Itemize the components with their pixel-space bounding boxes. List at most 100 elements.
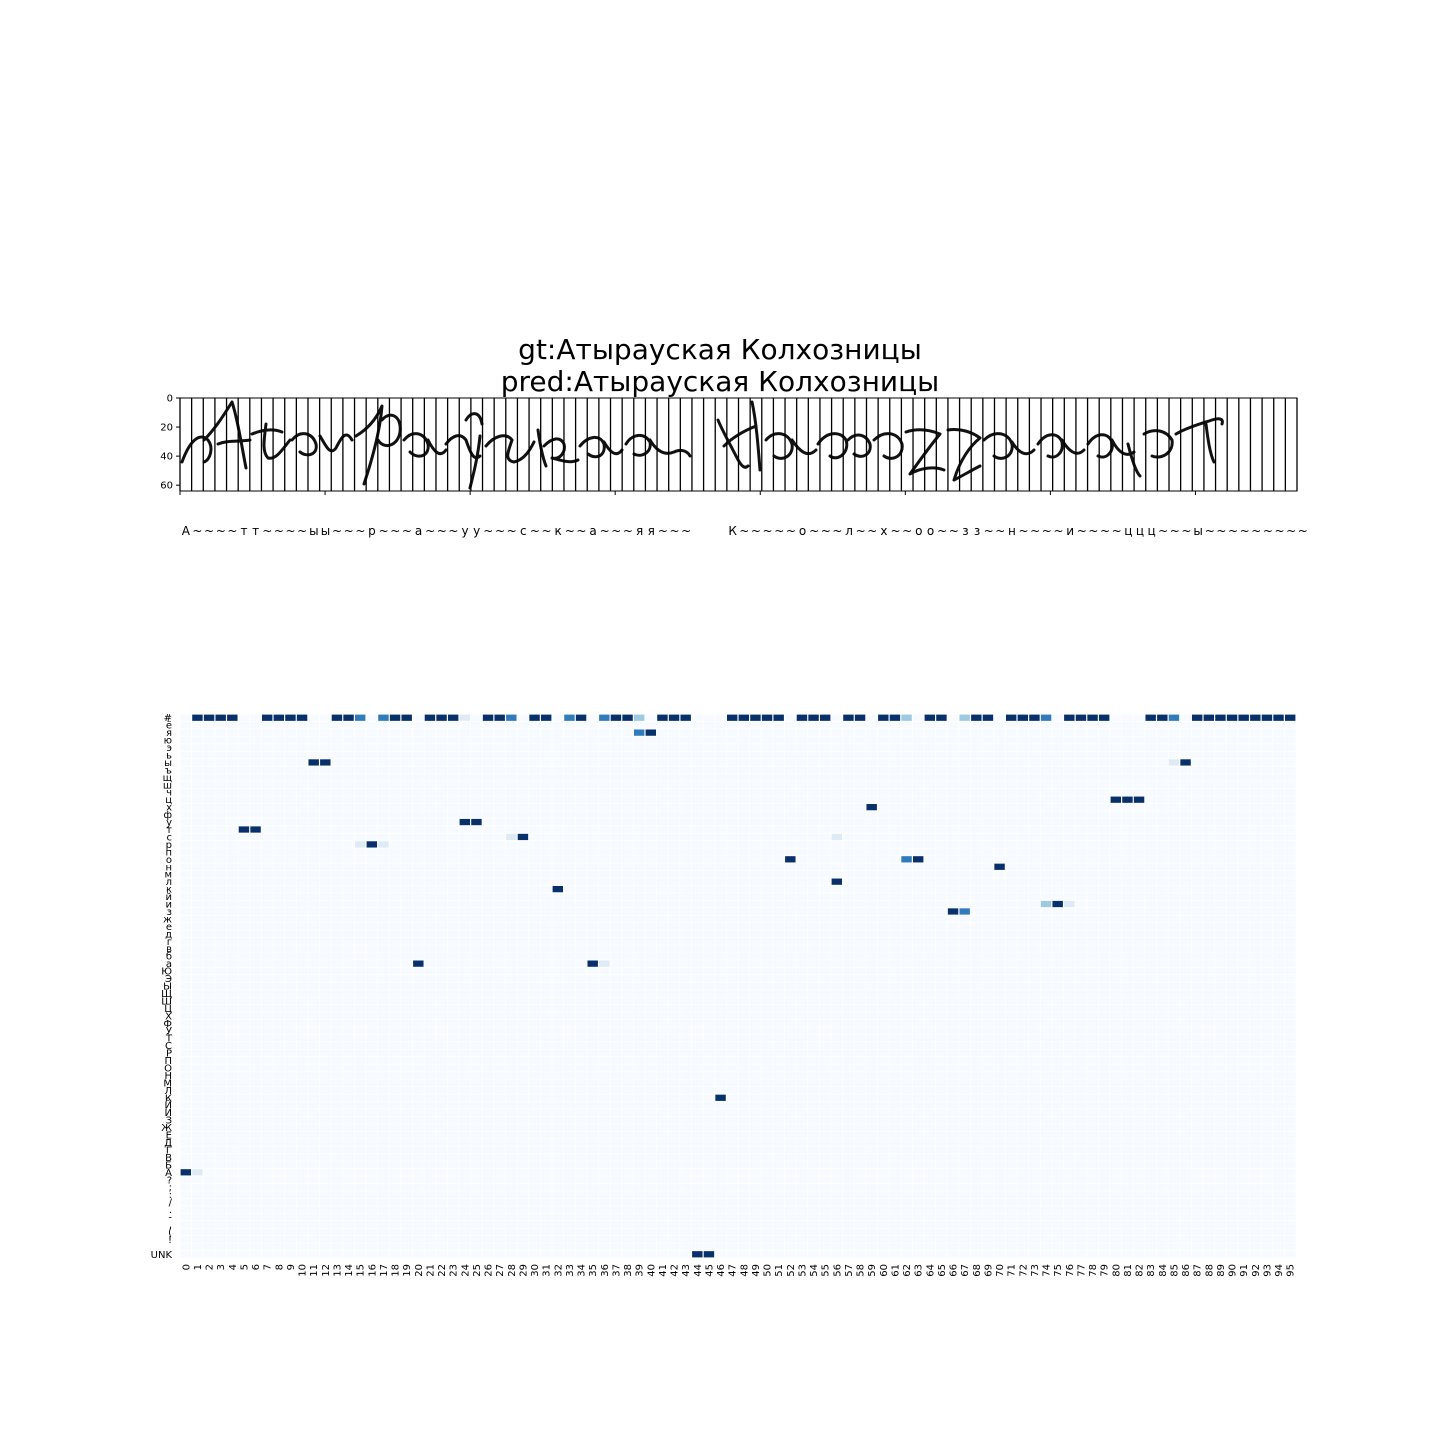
heatmap-cell	[296, 714, 308, 721]
sequence-char: А	[182, 524, 191, 538]
heatmap-x-label: 38	[623, 1264, 634, 1277]
sequence-char: к	[555, 524, 562, 538]
heatmap-cell	[1040, 900, 1052, 908]
heatmap-x-label: 47	[728, 1264, 739, 1277]
heatmap-x-label: 73	[1030, 1264, 1041, 1277]
sequence-char: ~	[274, 524, 284, 538]
heatmap-y-label: о	[166, 855, 172, 866]
heatmap-x-label: 72	[1018, 1264, 1029, 1277]
sequence-char: я	[636, 524, 643, 538]
heatmap-cell	[1261, 714, 1273, 721]
heatmap-cell	[959, 908, 970, 915]
heatmap-cell	[1075, 714, 1087, 721]
heatmap-x-label: 41	[658, 1264, 669, 1277]
heatmap-cell	[389, 714, 401, 721]
heatmap-y-label: Д	[164, 1138, 172, 1149]
heatmap-cell	[564, 714, 575, 721]
heatmap-cell	[378, 714, 389, 721]
heatmap-cell	[354, 841, 366, 848]
heatmap-cell	[843, 714, 854, 721]
heatmap-y-label: З	[166, 1116, 172, 1127]
sequence-char: ~	[286, 524, 296, 538]
heatmap-x-label: 68	[972, 1264, 983, 1277]
chart-title-gt: gt:Атырауская Колхозницы	[518, 333, 922, 366]
sequence-char: ~	[1170, 524, 1180, 538]
heatmap-y-label: и	[166, 900, 173, 911]
heatmap-x-label: 0	[181, 1264, 192, 1270]
sequence-char: ц	[1136, 524, 1144, 538]
heatmap-x-label: 64	[925, 1264, 936, 1277]
heatmap-x-label: 62	[902, 1264, 913, 1277]
sequence-char: ~	[600, 524, 610, 538]
sequence-char: ~	[262, 524, 272, 538]
heatmap-y-label: х	[166, 803, 172, 814]
sequence-char: н	[1008, 524, 1016, 538]
heatmap-y-label: К	[165, 1093, 172, 1104]
sequence-char: я	[648, 524, 655, 538]
sequence-char: т	[252, 524, 259, 538]
predicted-sequence: А ~ ~ ~ ~ т т ~ ~ ~ ~ ы ы ~ ~ ~ р ~ ~ ~ а ~ ~ ~ у у ~ ~ ~ с ~ ~ к ~ ~ а ~ ~ ~ я…	[182, 524, 1308, 538]
heatmap-cell	[1168, 759, 1180, 766]
heatmap-cell	[215, 714, 226, 721]
heatmap-x-label: 92	[1251, 1264, 1262, 1277]
heatmap-x-label: 32	[553, 1264, 564, 1277]
heatmap-x-label: 86	[1181, 1264, 1192, 1277]
heatmap-y-label: .	[169, 1205, 172, 1216]
heatmap-cell	[796, 714, 808, 721]
heatmap-cell	[808, 714, 819, 721]
heatmap-y-label: Ш	[161, 996, 172, 1007]
heatmap-y-label: #	[164, 713, 172, 724]
heatmap-cell	[1133, 796, 1145, 803]
heatmap-y-label: ?	[167, 1175, 172, 1186]
heatmap-cell	[447, 714, 459, 721]
sequence-char: ~	[751, 524, 761, 538]
heatmap-cell	[331, 714, 343, 721]
sequence-char: ~	[1251, 524, 1261, 538]
sequence-char: К	[728, 524, 737, 538]
sequence-char: ~	[1077, 524, 1087, 538]
heatmap-y-label: Г	[166, 1145, 172, 1156]
heatmap-x-label: 37	[611, 1264, 622, 1277]
heatmap-y-label: Ю	[161, 967, 172, 978]
heatmap-y-label: в	[166, 944, 172, 955]
sequence-char: ~	[297, 524, 307, 538]
sequence-char: с	[520, 524, 527, 538]
sequence-char: л	[845, 524, 853, 538]
heatmap-y-label: т	[166, 825, 172, 836]
heatmap-x-label: 26	[484, 1264, 495, 1277]
heatmap-cell	[901, 714, 912, 721]
heatmap-cell	[354, 714, 366, 721]
heatmap-cell	[773, 714, 784, 721]
heatmap-y-label: а	[166, 959, 172, 970]
heatmap-y-label: Э	[165, 974, 172, 985]
heatmap-cell	[1064, 714, 1075, 721]
sequence-char: ~	[786, 524, 796, 538]
heatmap-cell	[633, 729, 645, 736]
heatmap-y-label: Н	[164, 1071, 172, 1082]
sequence-char: ~	[204, 524, 214, 538]
heatmap-cell	[227, 714, 238, 721]
sequence-char: ~	[821, 524, 831, 538]
heatmap-x-label: 83	[1146, 1264, 1157, 1277]
heatmap-y-label: ь	[166, 750, 172, 761]
sequence-char: ~	[355, 524, 365, 538]
heatmap-x-label: 49	[751, 1264, 762, 1277]
heatmap-cell	[819, 714, 831, 721]
heatmap-x-label: 87	[1193, 1264, 1204, 1277]
sequence-char: ~	[1240, 524, 1250, 538]
heatmap-y-label: И	[165, 1108, 172, 1119]
sequence-char: ~	[658, 524, 668, 538]
heatmap-cell	[936, 714, 947, 721]
heatmap-cell	[471, 818, 482, 826]
heatmap-cells	[180, 714, 1296, 1258]
heatmap-x-label: 93	[1262, 1264, 1273, 1277]
heatmap-y-label: UNK	[151, 1250, 173, 1261]
heatmap-y-label: ц	[165, 795, 172, 806]
heatmap-cell	[1238, 714, 1249, 721]
sequence-char: ~	[576, 524, 586, 538]
sequence-char: ~	[891, 524, 901, 538]
heatmap-x-label: 5	[239, 1264, 250, 1270]
sequence-char: ы	[309, 524, 318, 538]
heatmap-cell	[1203, 714, 1215, 721]
